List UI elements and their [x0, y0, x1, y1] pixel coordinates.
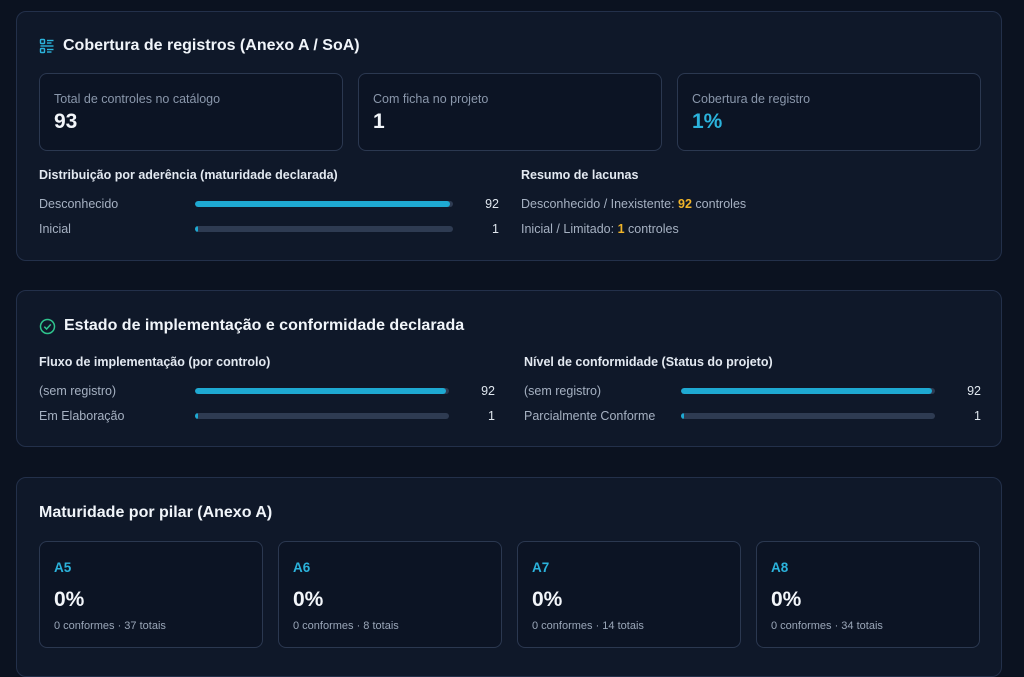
gap-line-initial: Inicial / Limitado: 1 controles — [521, 222, 679, 236]
implementation-card-title: Estado de implementação e conformidade d… — [39, 317, 464, 335]
flow-bar — [195, 388, 449, 394]
distribution-row-label: Desconhecido — [39, 197, 119, 211]
gap-line-suffix: controles — [624, 222, 679, 236]
maturity-card-title: Maturidade por pilar (Anexo A) — [39, 504, 272, 522]
implementation-card: Estado de implementação e conformidade d… — [16, 290, 1002, 447]
distribution-bar-fill — [195, 201, 451, 207]
pillar-percent: 0% — [771, 588, 802, 611]
distribution-bar-fill — [195, 226, 198, 232]
gap-line-suffix: controles — [691, 197, 747, 211]
distribution-row-count: 92 — [485, 197, 499, 211]
coverage-title-text: Cobertura de registros (Anexo A / SoA) — [63, 37, 360, 54]
flow-title: Fluxo de implementação (por controlo) — [39, 355, 271, 369]
pillar-card-a5[interactable]: A5 0% 0 conformes · 37 totais — [39, 541, 263, 648]
distribution-row-label: Inicial — [39, 222, 71, 236]
distribution-bar — [195, 226, 453, 232]
coverage-card-title: Cobertura de registros (Anexo A / SoA) — [39, 37, 360, 55]
pillar-percent: 0% — [54, 588, 85, 611]
flow-bar — [195, 413, 449, 419]
distribution-bar — [195, 201, 453, 207]
pillar-subtitle: 0 conformes · 14 totais — [532, 620, 644, 632]
gap-line-count: 92 — [678, 197, 692, 211]
distribution-title: Distribuição por aderência (maturidade d… — [39, 168, 338, 182]
pillar-card-a7[interactable]: A7 0% 0 conformes · 14 totais — [517, 541, 741, 648]
coverage-card: Cobertura de registros (Anexo A / SoA) T… — [16, 11, 1002, 261]
gap-line-count: 1 — [617, 222, 625, 236]
gaps-title: Resumo de lacunas — [521, 168, 639, 182]
gap-line-unknown: Desconhecido / Inexistente: 92 controles — [521, 197, 746, 211]
compliance-title: Nível de conformidade (Status do projeto… — [524, 355, 773, 369]
pillar-subtitle: 0 conformes · 34 totais — [771, 620, 883, 632]
pillar-code: A7 — [532, 560, 550, 575]
flow-row-label: Em Elaboração — [39, 409, 125, 423]
flow-row-label: (sem registro) — [39, 384, 117, 398]
compliance-row-count: 92 — [967, 384, 981, 398]
pillar-percent: 0% — [293, 588, 324, 611]
check-circle-icon — [39, 318, 56, 335]
implementation-title-text: Estado de implementação e conformidade d… — [64, 317, 465, 334]
pillar-code: A8 — [771, 560, 789, 575]
stat-label: Cobertura de registro — [692, 92, 811, 106]
pillar-card-a6[interactable]: A6 0% 0 conformes · 8 totais — [278, 541, 502, 648]
stat-coverage: Cobertura de registro 1% — [677, 73, 981, 151]
flow-bar-fill — [195, 388, 447, 394]
compliance-row-label: (sem registro) — [524, 384, 602, 398]
distribution-row-count: 1 — [492, 222, 499, 236]
pillar-code: A5 — [54, 560, 72, 575]
gap-line-prefix: Inicial / Limitado: — [521, 222, 618, 236]
compliance-bar — [681, 388, 935, 394]
compliance-bar — [681, 413, 935, 419]
stat-label: Com ficha no projeto — [373, 92, 489, 106]
compliance-bar-fill — [681, 413, 684, 419]
stat-value: 1 — [373, 110, 385, 133]
stat-value: 1% — [692, 110, 723, 133]
pillar-percent: 0% — [532, 588, 563, 611]
flow-row-count: 92 — [481, 384, 495, 398]
stat-with-record: Com ficha no projeto 1 — [358, 73, 662, 151]
compliance-row-label: Parcialmente Conforme — [524, 409, 656, 423]
compliance-bar-fill — [681, 388, 933, 394]
pillar-card-a8[interactable]: A8 0% 0 conformes · 34 totais — [756, 541, 980, 648]
pillar-subtitle: 0 conformes · 37 totais — [54, 620, 166, 632]
compliance-row-count: 1 — [974, 409, 981, 423]
flow-bar-fill — [195, 413, 198, 419]
maturity-card: Maturidade por pilar (Anexo A) A5 0% 0 c… — [16, 477, 1002, 677]
checklist-icon — [39, 38, 55, 54]
stat-label: Total de controles no catálogo — [54, 92, 221, 106]
flow-row-count: 1 — [488, 409, 495, 423]
pillar-subtitle: 0 conformes · 8 totais — [293, 620, 399, 632]
stat-value: 93 — [54, 110, 78, 133]
gap-line-prefix: Desconhecido / Inexistente: — [521, 197, 679, 211]
pillar-code: A6 — [293, 560, 311, 575]
maturity-title-text: Maturidade por pilar (Anexo A) — [39, 504, 273, 521]
stat-total-controls: Total de controles no catálogo 93 — [39, 73, 343, 151]
